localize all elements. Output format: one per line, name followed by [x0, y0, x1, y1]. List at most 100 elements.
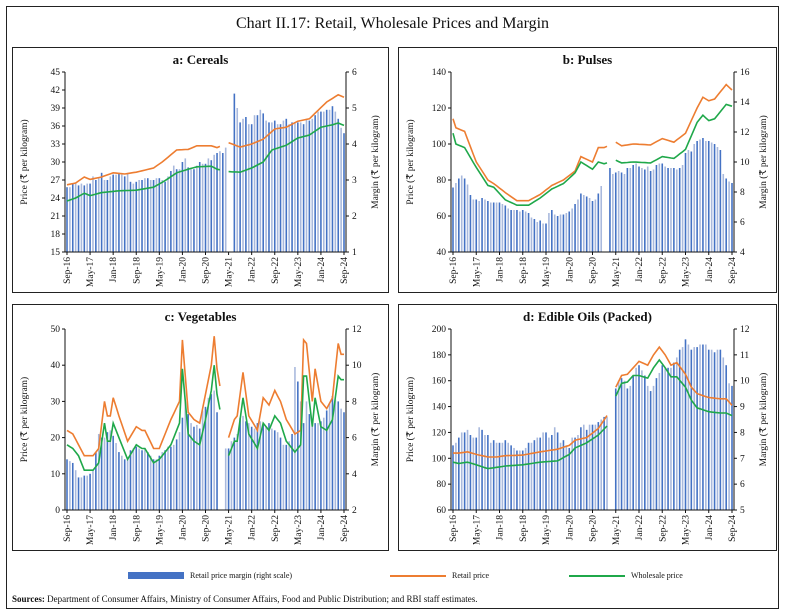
margin-bar	[597, 193, 600, 252]
margin-bar	[681, 347, 684, 510]
sources-text: Department of Consumer Affairs, Ministry…	[47, 594, 478, 604]
margin-bar	[652, 169, 655, 252]
y-tick-label: 40	[51, 361, 61, 371]
margin-bar	[635, 367, 637, 510]
y-tick-label: 160	[432, 377, 447, 387]
legend-item-wholesale: Wholesale price	[569, 571, 683, 580]
x-tick-label: May-19	[155, 515, 165, 545]
margin-bar	[600, 186, 603, 252]
margin-bar	[262, 113, 265, 253]
y-axis-label: Price (₹ per kilogram)	[19, 119, 30, 204]
margin-bar	[294, 367, 296, 510]
margin-bar	[664, 166, 666, 252]
margin-bar	[472, 199, 475, 252]
margin-bar	[320, 421, 322, 510]
x-tick-label: Jan-24	[317, 257, 327, 283]
x-tick-label: Sep-16	[63, 515, 73, 542]
margin-bar	[699, 344, 701, 510]
margin-bar	[83, 185, 86, 252]
y2-tick-label: 5	[352, 104, 357, 114]
margin-bar	[673, 168, 675, 252]
margin-bar	[282, 444, 285, 510]
margin-bar	[620, 172, 623, 252]
margin-bar	[565, 445, 568, 510]
y-tick-label: 27	[51, 176, 61, 186]
y2-tick-label: 4	[740, 248, 745, 258]
x-tick-label: Jan-20	[565, 257, 575, 283]
margin-bar	[149, 455, 152, 510]
x-tick-label: May-21	[225, 515, 235, 545]
margin-bar	[268, 423, 270, 510]
margin-bar	[710, 142, 713, 252]
margin-bar	[121, 174, 123, 252]
margin-bar	[527, 442, 530, 510]
margin-bar	[77, 477, 80, 510]
margin-bar	[95, 452, 97, 510]
margin-bar	[466, 184, 469, 252]
margin-bar	[472, 437, 475, 510]
margin-bar	[268, 122, 270, 253]
margin-bar	[279, 124, 282, 252]
margin-bar	[702, 138, 704, 252]
x-tick-label: May-17	[472, 257, 482, 287]
margin-bar	[109, 176, 112, 252]
y2-tick-label: 10	[740, 377, 750, 387]
margin-bar	[484, 199, 486, 252]
margin-bar	[97, 178, 100, 252]
margin-bar	[236, 433, 239, 510]
x-tick-label: Sep-22	[271, 515, 281, 542]
margin-bar	[696, 347, 698, 510]
margin-bar	[276, 124, 279, 252]
margin-bar	[152, 180, 155, 252]
margin-bar	[112, 174, 114, 252]
y-tick-label: 140	[432, 403, 447, 413]
y2-axis-label: Margin (₹ per kilogram)	[370, 115, 381, 209]
margin-bar	[201, 163, 204, 252]
x-tick-label: Jan-22	[635, 257, 645, 283]
margin-bar	[291, 433, 293, 510]
margin-bar	[693, 144, 696, 252]
margin-bar	[533, 440, 536, 510]
y-tick-label: 39	[51, 104, 61, 114]
y2-axis-label: Margin (₹ per kilogram)	[758, 373, 769, 467]
margin-bar	[207, 158, 210, 252]
margin-bar	[521, 450, 524, 510]
margin-bar	[539, 220, 541, 252]
margin-bar	[317, 111, 319, 252]
margin-bar	[314, 115, 316, 252]
margin-bar	[574, 204, 576, 252]
margin-bar	[265, 120, 267, 252]
margin-bar	[469, 195, 472, 252]
x-tick-label: Jan-18	[496, 515, 506, 541]
x-tick-label: Sep-18	[132, 257, 142, 284]
margin-bar	[331, 106, 334, 252]
x-tick-label: May-17	[472, 515, 482, 545]
margin-bar	[455, 183, 457, 252]
margin-bar	[83, 475, 86, 510]
margin-bar	[498, 442, 501, 510]
margin-bar	[728, 383, 730, 510]
margin-bar	[213, 390, 215, 510]
margin-bar	[516, 210, 518, 252]
margin-bar	[478, 427, 480, 510]
margin-bar	[530, 442, 533, 510]
margin-bar	[644, 169, 646, 252]
y-tick-label: 50	[51, 325, 61, 335]
margin-bar	[187, 167, 189, 252]
margin-bar	[80, 183, 83, 252]
x-tick-label: Sep-18	[132, 515, 142, 542]
margin-bar	[623, 174, 626, 252]
margin-bar	[591, 424, 594, 510]
x-tick-label: May-19	[542, 515, 552, 545]
margin-bar	[71, 462, 74, 510]
margin-bar	[495, 202, 498, 252]
margin-bar	[594, 199, 597, 252]
margin-bar	[132, 183, 135, 252]
panel-edible-oils: d: Edible Oils (Packed) 60 80 100 120 140 160 1…	[398, 304, 777, 551]
margin-bar	[664, 367, 666, 510]
retail-price-line	[453, 345, 733, 458]
margin-bar	[716, 147, 719, 252]
margin-bar	[673, 362, 675, 510]
margin-bar	[678, 168, 681, 252]
margin-bar	[245, 421, 247, 510]
